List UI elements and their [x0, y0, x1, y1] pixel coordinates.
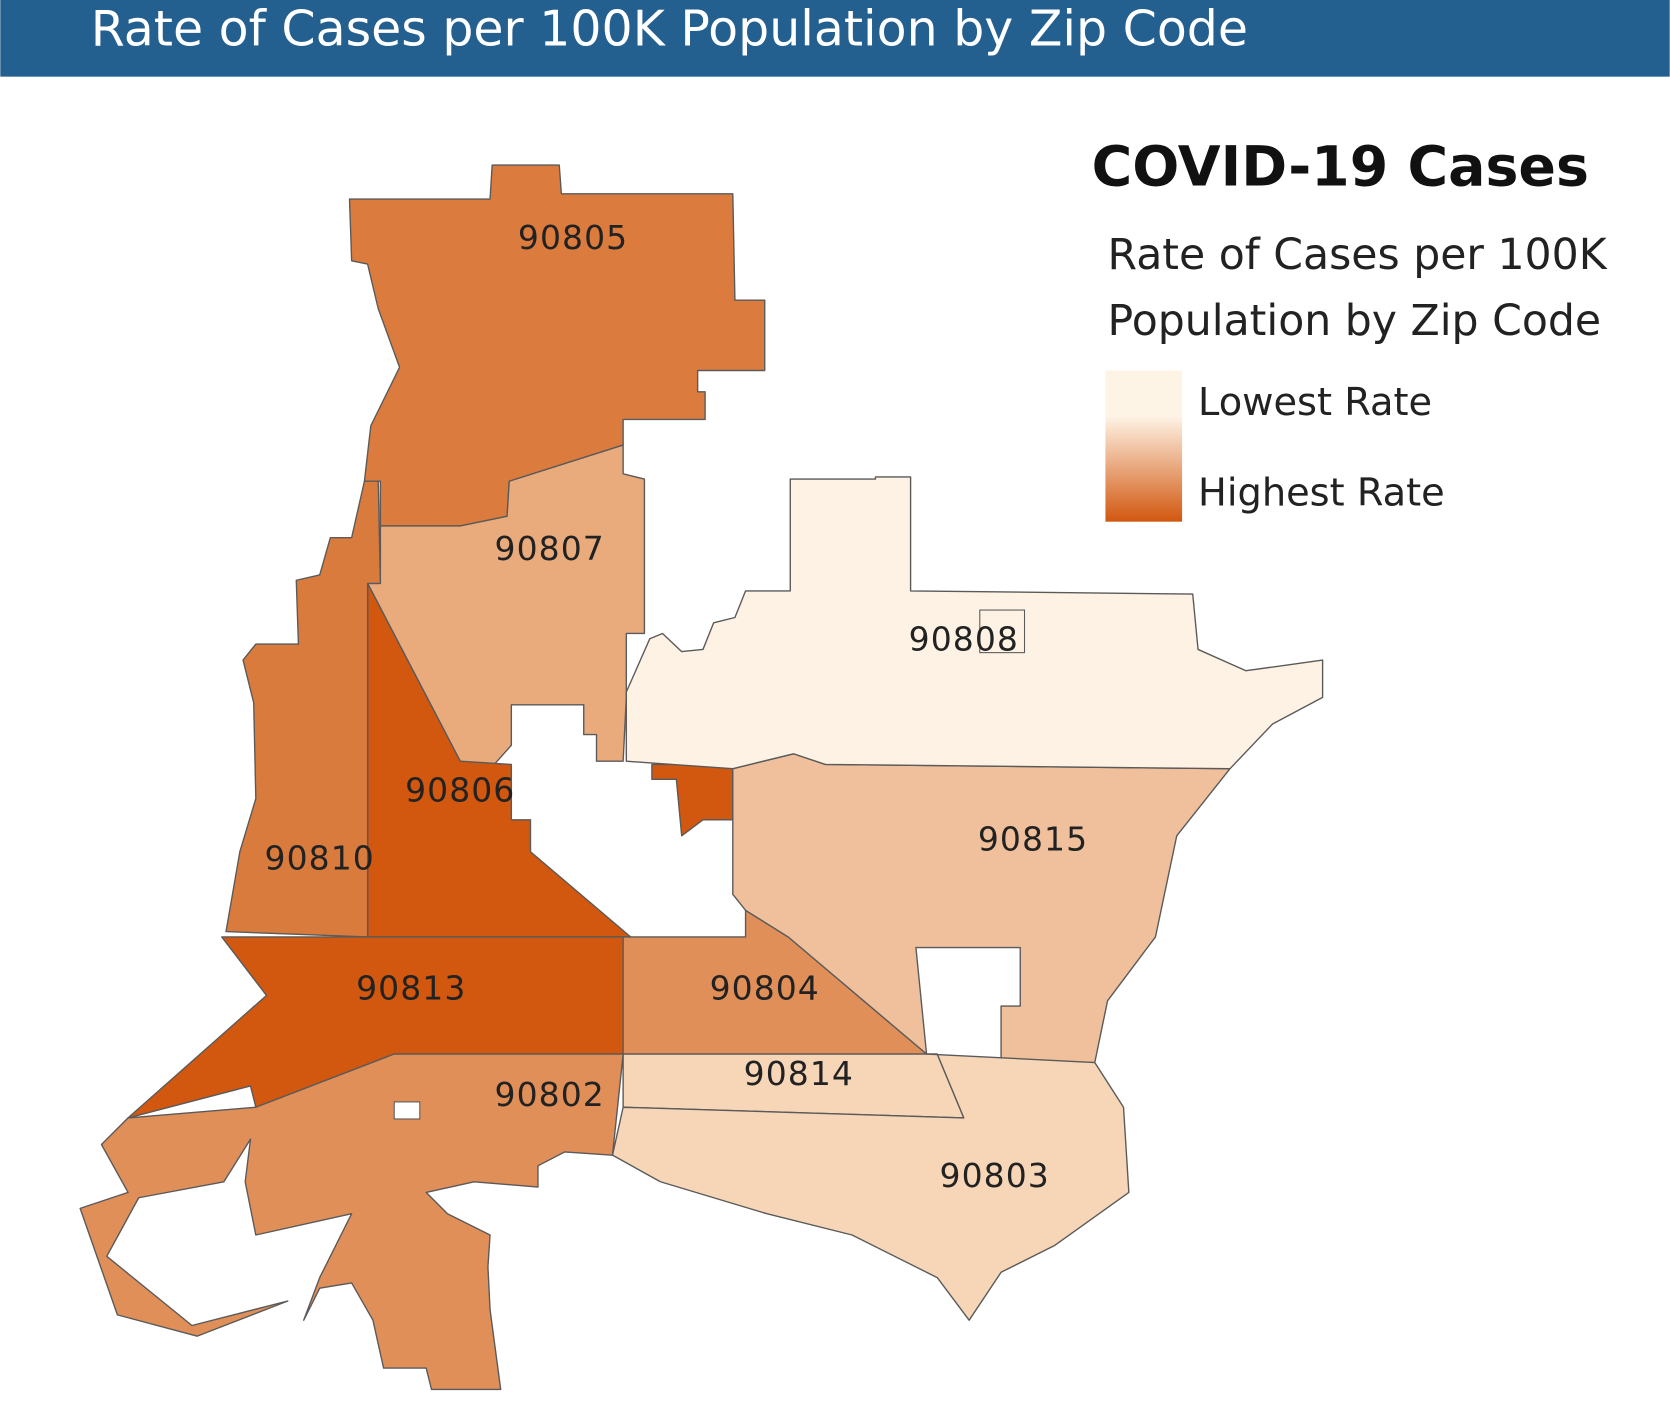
hole — [393, 1101, 421, 1120]
legend-title: COVID-19 Cases — [1092, 135, 1589, 199]
map — [79, 164, 1324, 1391]
zip-label: 90807 — [495, 529, 605, 568]
zip-label: 90810 — [265, 839, 375, 878]
zip-label: 90803 — [940, 1156, 1050, 1195]
legend: COVID-19 Cases Rate of Cases per 100K Po… — [1092, 135, 1608, 522]
zip-region — [79, 1053, 624, 1391]
legend-subtitle: Population by Zip Code — [1108, 296, 1602, 346]
zip-region — [348, 164, 766, 527]
legend-gradient — [1105, 370, 1183, 522]
legend-low-label: Lowest Rate — [1198, 380, 1432, 425]
zip-region — [611, 1053, 1130, 1321]
zip-label: 90813 — [356, 969, 466, 1008]
zip-label: 90815 — [978, 820, 1088, 859]
zip-region — [225, 480, 382, 938]
zip-label: 90808 — [909, 619, 1019, 658]
zip-label: 90804 — [710, 969, 820, 1008]
zip-label: 90802 — [495, 1075, 605, 1114]
header-bar — [0, 0, 1670, 77]
zip-label: 90805 — [518, 218, 628, 257]
legend-subtitle: Rate of Cases per 100K — [1108, 230, 1608, 280]
zip-region — [651, 763, 734, 837]
legend-high-label: Highest Rate — [1198, 471, 1445, 516]
zip-region — [625, 476, 1324, 770]
zip-label: 90814 — [744, 1054, 854, 1093]
zip-label: 90806 — [405, 771, 515, 810]
boundary — [979, 609, 1026, 654]
header-title: Rate of Cases per 100K Population by Zip… — [91, 0, 1248, 57]
